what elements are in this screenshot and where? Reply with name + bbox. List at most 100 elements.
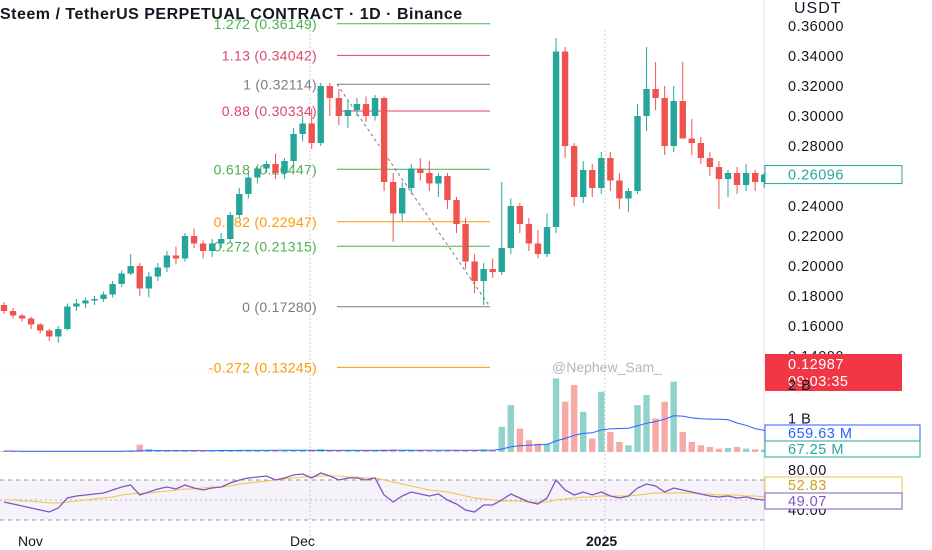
candle-body xyxy=(64,306,71,329)
rsi-tick: 80.00 xyxy=(788,463,827,479)
volume-bar xyxy=(245,450,252,452)
volume-bar xyxy=(607,431,614,452)
volume-bar xyxy=(227,450,234,452)
volume-bar xyxy=(218,450,225,452)
candle-body xyxy=(580,170,587,197)
candle-body xyxy=(371,98,379,116)
candle-body xyxy=(46,330,53,337)
candle-body xyxy=(236,194,243,215)
volume-tag-box xyxy=(764,440,921,458)
candle-body xyxy=(281,161,288,173)
candle-body xyxy=(308,123,315,143)
volume-bar xyxy=(299,449,306,452)
volume-bar xyxy=(525,440,533,452)
volume-bar xyxy=(408,449,415,452)
volume-bar xyxy=(199,450,207,452)
price-tick: 0.36000 xyxy=(788,19,844,35)
candle-body xyxy=(263,164,270,169)
price-tick: 0.22000 xyxy=(788,229,844,245)
candle-body xyxy=(0,305,8,311)
volume-bar xyxy=(552,378,560,452)
volume-bar xyxy=(371,450,379,452)
volume-bar xyxy=(507,405,514,452)
volume-bar xyxy=(172,450,180,452)
volume-bar xyxy=(688,441,695,452)
volume-bar xyxy=(733,446,741,452)
volume-bar xyxy=(670,381,677,452)
fib-label-1.13: 1.13 (0.34042) xyxy=(222,47,317,63)
volume-bar xyxy=(435,450,442,452)
candle-body xyxy=(643,89,650,116)
candle-body xyxy=(163,255,171,268)
candle-body xyxy=(525,224,533,244)
candle-body xyxy=(208,243,216,251)
candle-body xyxy=(570,146,578,197)
date-label-nov: Nov xyxy=(18,533,43,549)
fib-label-0: 0 (0.17280) xyxy=(242,299,317,315)
rsi-tag-box xyxy=(764,492,903,510)
volume-bar xyxy=(561,401,569,452)
last-price-tag: 0.12987 xyxy=(788,357,844,373)
price-tick: 0.30000 xyxy=(788,109,844,125)
candle-body xyxy=(91,299,98,301)
volume-tick: 1 B xyxy=(788,412,811,428)
volume-bar xyxy=(272,450,279,452)
volume-bar xyxy=(516,428,524,452)
candle-body xyxy=(715,167,723,179)
candle-body xyxy=(751,173,759,182)
volume-bar xyxy=(236,450,243,452)
date-label-dec: Dec xyxy=(290,533,315,549)
candle-body xyxy=(136,266,143,289)
volume-bar xyxy=(589,438,596,452)
candle-body xyxy=(706,158,714,167)
candle-body xyxy=(462,224,469,262)
volume-bar xyxy=(326,449,333,452)
candle-body xyxy=(453,200,460,224)
candle-body xyxy=(55,329,62,337)
volume-bar xyxy=(706,446,714,452)
volume-tick: 2 B xyxy=(788,378,811,394)
candle-body xyxy=(507,206,514,248)
fib-label-0.618: 0.618 (0.26447) xyxy=(214,161,317,177)
volume-bar xyxy=(154,450,162,452)
volume-bar xyxy=(462,449,469,452)
chart-title: Steem / TetherUS PERPETUAL CONTRACT · 1D… xyxy=(0,6,463,23)
fib-label-0.272: 0.272 (0.21315) xyxy=(214,238,317,254)
candle-body xyxy=(190,236,198,244)
candle-body xyxy=(127,266,134,274)
volume-bar xyxy=(652,418,659,452)
volume-bar xyxy=(308,450,315,452)
candle-body xyxy=(426,173,433,184)
volume-bar xyxy=(489,449,496,452)
volume-bar xyxy=(498,426,505,452)
candle-body xyxy=(761,174,768,182)
candle-body xyxy=(254,168,261,178)
volume-bar xyxy=(136,444,143,452)
volume-bar xyxy=(444,450,451,452)
candle-body xyxy=(489,269,496,272)
candle-body xyxy=(679,101,686,139)
volume-bar xyxy=(742,448,750,452)
date-label-2025: 2025 xyxy=(586,533,617,549)
volume-ma-tag: 659.63 M xyxy=(788,426,852,442)
volume-tag: 67.25 M xyxy=(788,442,844,458)
candle-body xyxy=(598,158,605,188)
candle-body xyxy=(589,170,596,188)
candle-body xyxy=(444,176,451,200)
price-tick: 0.28000 xyxy=(788,139,844,155)
candle-body xyxy=(100,294,107,299)
candle-body xyxy=(272,164,279,173)
price-tick: 0.16000 xyxy=(788,319,844,335)
volume-bar xyxy=(534,443,542,452)
volume-bar xyxy=(453,450,460,452)
candle-body xyxy=(670,101,677,146)
candle-body xyxy=(118,273,125,284)
candle-body xyxy=(480,269,487,281)
candle-body xyxy=(661,98,668,146)
candle-body xyxy=(37,324,44,331)
volume-bar xyxy=(661,401,668,452)
candle-body xyxy=(652,89,659,98)
price-tick: 0.32000 xyxy=(788,79,844,95)
candle-body xyxy=(245,177,252,194)
